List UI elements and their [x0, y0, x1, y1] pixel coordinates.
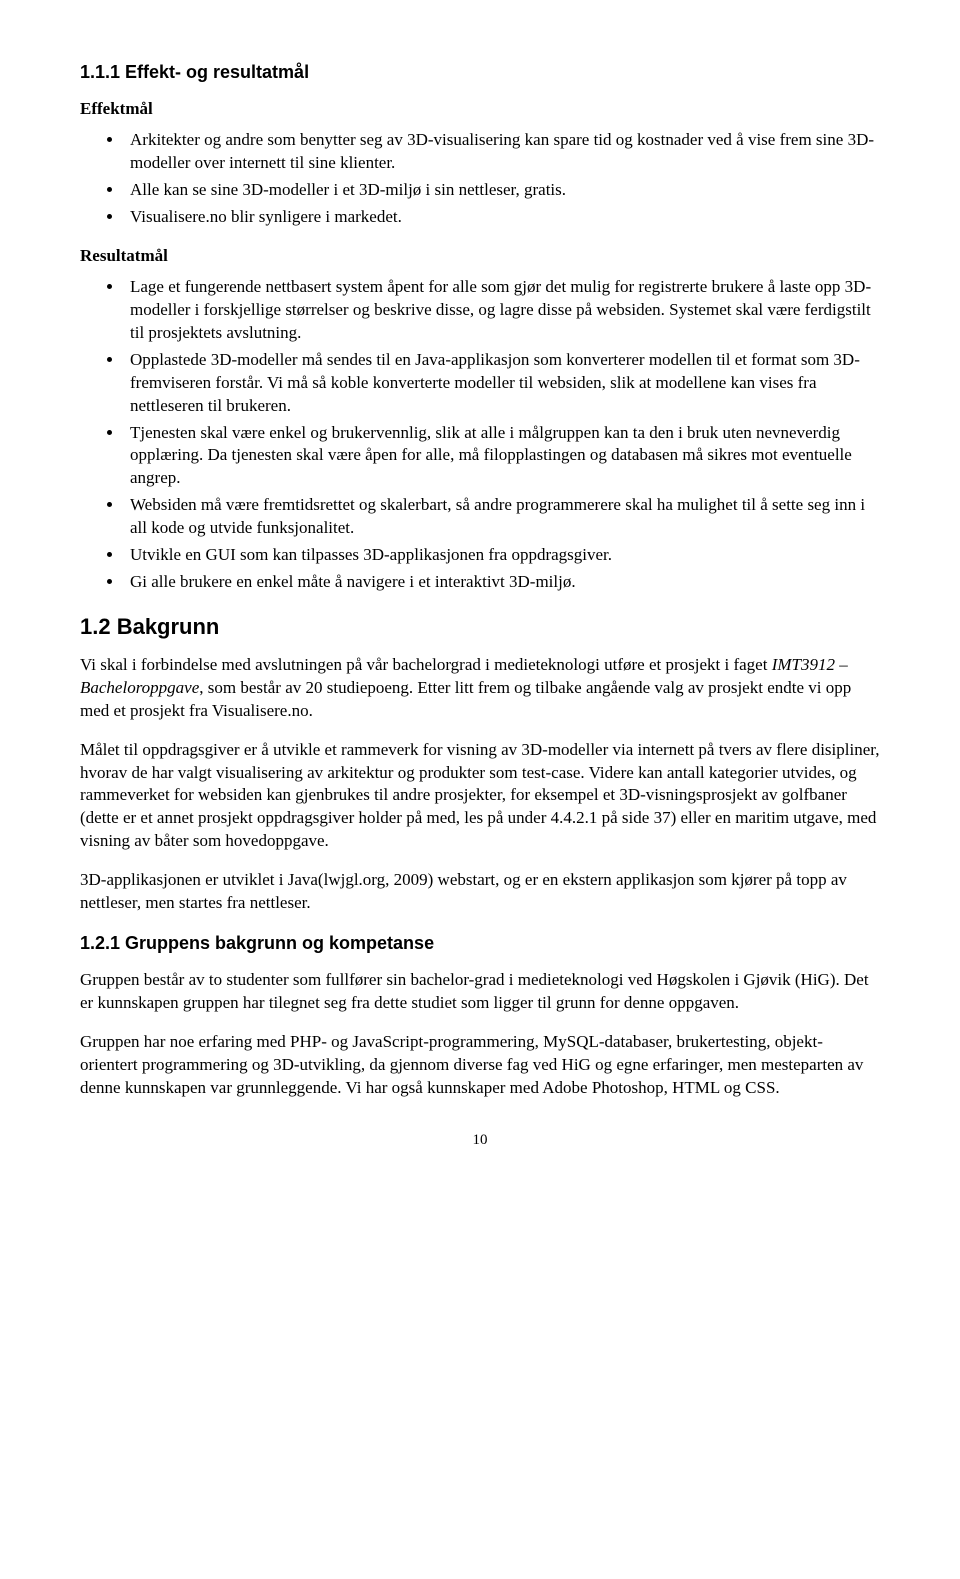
- resultatmal-list: Lage et fungerende nettbasert system åpe…: [80, 276, 880, 594]
- paragraph: Målet til oppdragsgiver er å utvikle et …: [80, 739, 880, 854]
- list-item: Lage et fungerende nettbasert system åpe…: [124, 276, 880, 345]
- list-item: Gi alle brukere en enkel måte å navigere…: [124, 571, 880, 594]
- list-item: Tjenesten skal være enkel og brukervennl…: [124, 422, 880, 491]
- list-item: Visualisere.no blir synligere i markedet…: [124, 206, 880, 229]
- list-item: Websiden må være fremtidsrettet og skale…: [124, 494, 880, 540]
- list-item: Utvikle en GUI som kan tilpasses 3D-appl…: [124, 544, 880, 567]
- paragraph: 3D-applikasjonen er utviklet i Java(lwjg…: [80, 869, 880, 915]
- heading-1-2: 1.2 Bakgrunn: [80, 612, 880, 642]
- page-number: 10: [80, 1130, 880, 1150]
- effektmal-label: Effektmål: [80, 98, 880, 121]
- paragraph: Gruppen har noe erfaring med PHP- og Jav…: [80, 1031, 880, 1100]
- heading-1-1-1: 1.1.1 Effekt- og resultatmål: [80, 60, 880, 84]
- paragraph: Gruppen består av to studenter som fullf…: [80, 969, 880, 1015]
- list-item: Alle kan se sine 3D-modeller i et 3D-mil…: [124, 179, 880, 202]
- list-item: Opplastede 3D-modeller må sendes til en …: [124, 349, 880, 418]
- resultatmal-label: Resultatmål: [80, 245, 880, 268]
- text: Vi skal i forbindelse med avslutningen p…: [80, 655, 772, 674]
- list-item: Arkitekter og andre som benytter seg av …: [124, 129, 880, 175]
- paragraph: Vi skal i forbindelse med avslutningen p…: [80, 654, 880, 723]
- heading-1-2-1: 1.2.1 Gruppens bakgrunn og kompetanse: [80, 931, 880, 955]
- effektmal-list: Arkitekter og andre som benytter seg av …: [80, 129, 880, 229]
